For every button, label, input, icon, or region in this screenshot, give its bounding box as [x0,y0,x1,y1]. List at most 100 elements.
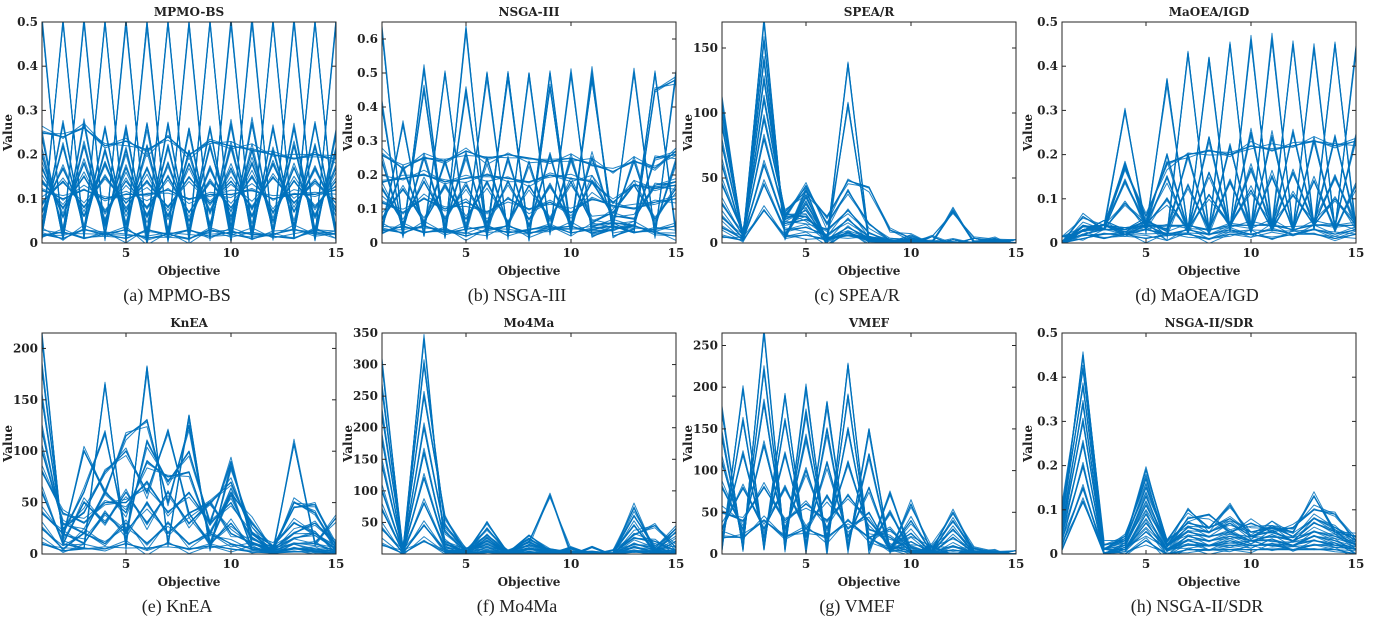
subfigure-caption: (b) NSGA-III [468,285,566,306]
y-tick-label: 0.2 [357,168,378,182]
y-tick-label: 0.5 [357,66,378,80]
series-line-10-bundle-3 [722,515,1016,554]
x-tick-label: 5 [462,557,470,571]
series-line-4-bundle-2 [382,153,676,169]
x-axis-label: Objective [498,264,561,278]
plot-title: Mo4Ma [504,316,555,330]
series-line-14-bundle-3 [42,226,336,243]
series-line-11-bundle-3 [1062,228,1356,243]
series-line-12-bundle-3 [382,220,676,239]
series-line-6-bundle-3 [42,465,336,552]
y-tick-label: 0.4 [17,59,38,73]
series-line-7-bundle-2 [382,503,670,554]
y-tick-label: 0.4 [357,100,378,114]
subplot-6: 50 100 150 200 250 300 350 5 10 15 Mo4Ma Objective V… [341,316,684,617]
y-tick-label: 0.3 [17,103,38,117]
series-line-3-bundle-3 [1062,133,1356,238]
series-line-8-bundle-2 [42,162,336,222]
y-tick-label: 0 [370,236,378,250]
x-tick-label: 5 [802,246,810,260]
y-tick-label: 50 [701,171,718,185]
subplot-8: 0 0.1 0.2 0.3 0.4 0.5 5 10 15 NSGA-II/SDR Objectiv… [1021,316,1364,617]
x-tick-label: 15 [1008,246,1025,260]
y-tick-label: 50 [21,496,38,510]
y-tick-label: 100 [353,484,378,498]
series-line-7-bundle-3 [722,133,1016,243]
series-line-1-bundle-3 [42,333,336,554]
series-group [722,22,1016,243]
series-line-5-bundle-2 [382,155,676,229]
y-tick-label: 100 [693,464,718,478]
y-axis-label: Value [341,114,355,152]
x-axis-label: Objective [158,264,221,278]
y-tick-label: 0.1 [1037,192,1058,206]
x-tick-label: 15 [668,246,685,260]
series-line-10-bundle-3 [722,205,1016,243]
series-line-2-bundle-3 [1062,369,1356,552]
subplot-4: 0 0.1 0.2 0.3 0.4 0.5 5 10 15 MaOEA/IGD Objective V… [1021,5,1364,306]
plot-title: NSGA-III [498,5,559,19]
y-tick-label: 50 [361,515,378,529]
series-line-9-bundle-2 [382,540,666,554]
series-group [1062,32,1356,243]
series-group [42,333,336,554]
series-line-8-bundle-3 [42,156,336,227]
y-axis-label: Value [681,114,695,152]
subplot-5: 0 50 100 150 200 5 10 15 KnEA Objective Value (e) K… [1,316,344,617]
subfigure-caption: (c) SPEA/R [814,285,900,306]
x-tick-label: 10 [903,246,920,260]
y-tick-label: 200 [353,421,378,435]
series-line-6-bundle-3 [1062,170,1356,238]
series-line-8-bundle-2 [382,181,676,222]
series-line-13-bundle-3 [42,224,336,243]
series-line-5-bundle-2 [382,452,676,554]
y-tick-label: 0 [1050,547,1058,561]
subfigure-caption: (g) VMEF [819,596,894,617]
series-line-10-bundle-3 [382,191,676,220]
plot-title: SPEA/R [844,5,896,19]
y-tick-label: 0.3 [1037,103,1058,117]
series-line-1-bundle-3 [722,333,1016,554]
y-axis-label: Value [341,425,355,463]
series-line-10-bundle-2 [42,176,336,213]
series-line-8-bundle-3 [382,174,676,230]
y-tick-label: 50 [701,505,718,519]
series-line-3-bundle-2 [42,400,336,551]
axes-box [381,332,677,555]
plot-title: MPMO-BS [154,5,224,19]
y-tick-label: 100 [13,444,38,458]
series-group [382,334,676,554]
series-line-7-bundle-2 [42,493,336,554]
series-line-11-bundle-2 [1062,229,1356,243]
y-axis-label: Value [681,425,695,463]
x-axis-label: Objective [1178,575,1241,589]
subfigure-caption: (a) MPMO-BS [123,285,231,306]
y-tick-label: 0.4 [1037,370,1058,384]
y-tick-label: 150 [13,393,38,407]
series-line-9-bundle-3 [722,482,1016,554]
x-tick-label: 5 [1142,246,1150,260]
subfigure-caption: (h) NSGA-II/SDR [1131,596,1264,617]
y-tick-label: 150 [693,41,718,55]
series-line-1-bundle-3 [1062,42,1356,237]
series-line-8-bundle-3 [1062,192,1356,238]
y-tick-label: 0.3 [1037,414,1058,428]
y-tick-label: 200 [693,380,718,394]
x-axis-label: Objective [838,575,901,589]
series-line-8-bundle-2 [1062,185,1356,243]
series-line-14-bundle-2 [42,227,336,240]
series-line-1-bundle-3 [42,22,336,243]
y-tick-label: 100 [693,106,718,120]
plot-title: VMEF [848,316,890,330]
y-tick-label: 0 [1050,236,1058,250]
y-tick-label: 0.2 [1037,148,1058,162]
series-line-12-bundle-3 [42,183,336,205]
axes-box [381,21,677,244]
series-line-7-bundle-3 [42,485,336,553]
y-tick-label: 350 [353,326,378,340]
series-group [1062,351,1356,554]
series-line-11-bundle-2 [382,222,676,237]
series-line-11-bundle-3 [42,176,336,207]
x-tick-label: 10 [563,557,580,571]
